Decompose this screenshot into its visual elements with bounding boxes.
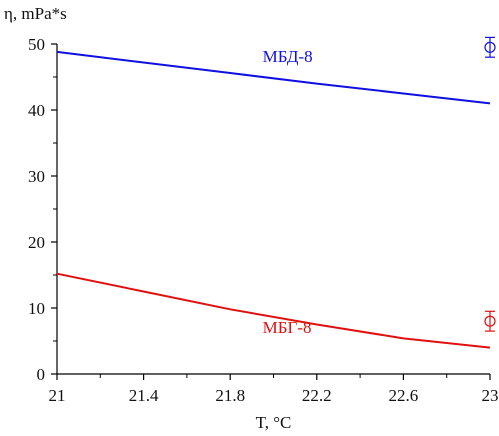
series-line-2 (56, 272, 491, 349)
y-ticks: 0 10 20 30 40 50 (28, 35, 57, 384)
y-tick-label: 10 (28, 299, 45, 318)
error-point (484, 315, 496, 327)
series-label-1: МБД-8 (263, 47, 313, 66)
y-tick-label: 0 (37, 365, 46, 384)
x-tick-label: 22.2 (302, 386, 332, 405)
error-markers (484, 36, 496, 332)
error-marker-2 (484, 310, 496, 332)
y-tick-label: 50 (28, 35, 45, 54)
x-ticks: 21 21.4 21.8 22.2 22.6 23 (49, 374, 499, 405)
x-tick-label: 21.8 (215, 386, 245, 405)
x-tick-label: 21 (49, 386, 66, 405)
error-marker-1 (484, 36, 496, 58)
x-tick-label: 23 (482, 386, 499, 405)
y-tick-label: 20 (28, 233, 45, 252)
series-line-1 (56, 50, 491, 105)
x-axis-title: T, °C (256, 413, 292, 432)
series-layer: МБД-8 МБГ-8 (56, 47, 491, 349)
y-tick-label: 30 (28, 167, 45, 186)
series-label-2: МБГ-8 (263, 318, 312, 337)
x-tick-label: 22.6 (389, 386, 419, 405)
error-point (484, 41, 496, 53)
y-tick-label: 40 (28, 101, 45, 120)
y-axis-title: η, mPa*s (4, 4, 67, 23)
x-tick-label: 21.4 (129, 386, 159, 405)
